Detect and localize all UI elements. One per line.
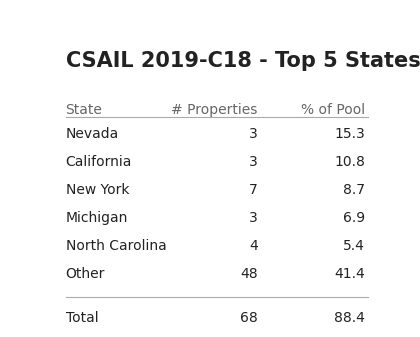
- Text: State: State: [66, 103, 102, 117]
- Text: 10.8: 10.8: [334, 155, 365, 170]
- Text: CSAIL 2019-C18 - Top 5 States: CSAIL 2019-C18 - Top 5 States: [66, 51, 420, 71]
- Text: 68: 68: [240, 311, 257, 325]
- Text: 4: 4: [249, 240, 257, 253]
- Text: Total: Total: [66, 311, 98, 325]
- Text: 88.4: 88.4: [334, 311, 365, 325]
- Text: 3: 3: [249, 127, 257, 141]
- Text: 3: 3: [249, 155, 257, 170]
- Text: 41.4: 41.4: [334, 268, 365, 281]
- Text: Other: Other: [66, 268, 105, 281]
- Text: Michigan: Michigan: [66, 211, 128, 225]
- Text: 3: 3: [249, 211, 257, 225]
- Text: 5.4: 5.4: [343, 240, 365, 253]
- Text: 8.7: 8.7: [343, 183, 365, 197]
- Text: North Carolina: North Carolina: [66, 240, 166, 253]
- Text: California: California: [66, 155, 132, 170]
- Text: 48: 48: [240, 268, 257, 281]
- Text: # Properties: # Properties: [171, 103, 257, 117]
- Text: 7: 7: [249, 183, 257, 197]
- Text: Nevada: Nevada: [66, 127, 119, 141]
- Text: 6.9: 6.9: [343, 211, 365, 225]
- Text: % of Pool: % of Pool: [301, 103, 365, 117]
- Text: New York: New York: [66, 183, 129, 197]
- Text: 15.3: 15.3: [334, 127, 365, 141]
